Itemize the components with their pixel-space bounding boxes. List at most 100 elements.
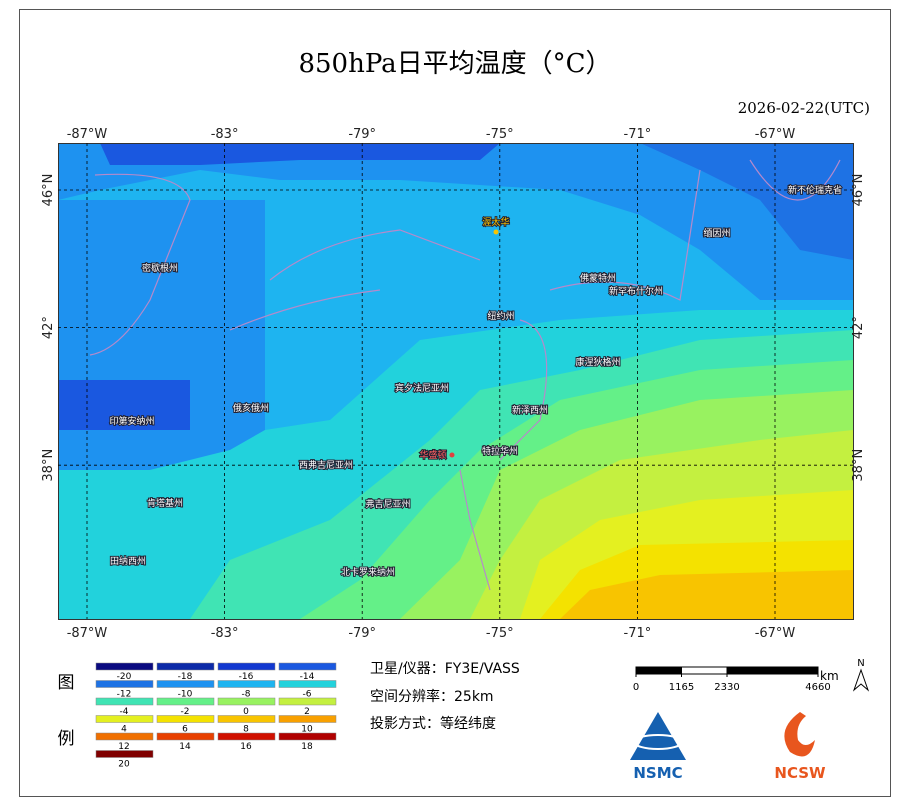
legend-swatch: [278, 680, 337, 688]
legend-swatch: [217, 662, 276, 671]
place-label: 宾夕法尼亚州: [395, 382, 449, 394]
logo-text: NSMC: [633, 764, 682, 782]
city-dot: [493, 229, 499, 235]
place-label: 印第安纳州: [109, 415, 154, 427]
legend-label: 10: [301, 725, 313, 735]
scale-segment: [635, 666, 682, 675]
lon-tick-label: -67°W: [755, 127, 796, 142]
place-label: 特拉华州: [482, 445, 518, 457]
places: 渥太华 密歇根州 缅因州 佛蒙特州 新罕布什尔州 纽约州 康涅狄格州 宾夕法尼亚…: [108, 183, 843, 579]
legend-swatch: [156, 715, 215, 723]
legend-label: 0: [243, 707, 249, 717]
title: 850hPa日平均温度（°C）: [298, 49, 611, 79]
place-label: 佛蒙特州: [580, 272, 616, 284]
place-label: 纽约州: [487, 310, 514, 322]
legend-label: -6: [303, 690, 312, 700]
place-label: 康涅狄格州: [575, 356, 620, 368]
legend-label: 18: [301, 742, 313, 752]
legend-label: -8: [242, 690, 251, 700]
legend-label: -10: [178, 690, 193, 700]
legend-swatch: [156, 680, 215, 688]
legend-swatch: [217, 732, 276, 741]
legend-swatch: [156, 732, 215, 741]
lon-tick-label: -75°: [486, 127, 514, 142]
info-text: 空间分辨率：25km: [370, 688, 494, 705]
legend-title: 图: [58, 673, 75, 693]
place-label: 西弗吉尼亚州: [299, 459, 353, 471]
lat-tick-label: 46°N: [41, 174, 56, 207]
legend-swatch: [217, 680, 276, 688]
place-label: 新不伦瑞克省: [788, 184, 842, 196]
legend-swatch: [217, 715, 276, 723]
temperature-field: [58, 143, 853, 619]
lon-tick-label: -67°W: [755, 626, 796, 641]
lon-tick-label: -75°: [486, 626, 514, 641]
legend-title: 例: [58, 729, 75, 749]
lon-tick-label: -87°W: [67, 127, 108, 142]
legend-label: -12: [117, 690, 132, 700]
legend-label: -14: [300, 672, 315, 682]
place-label: 俄亥俄州: [233, 402, 269, 414]
lat-tick-label: 42°: [41, 316, 56, 339]
scale-segment: [681, 666, 728, 675]
north-arrow: [852, 668, 870, 692]
info-text: 卫星/仪器：FY3E/VASS: [370, 661, 520, 677]
logo-text: NCSW: [774, 764, 826, 782]
lon-tick-label: -71°: [624, 127, 652, 142]
place-label: 缅因州: [703, 227, 730, 239]
legend-label: 6: [182, 725, 188, 735]
lat-tick-label: 42°: [851, 316, 866, 339]
scale-unit: km: [820, 669, 839, 683]
lon-tick-label: -79°: [348, 127, 376, 142]
legend-swatch: [156, 662, 215, 671]
legend-swatch: [278, 715, 337, 723]
legend-label: -2: [181, 707, 190, 717]
place-label: 田纳西州: [110, 555, 146, 567]
legend-label: 16: [240, 742, 252, 752]
map-border: [58, 143, 854, 620]
legend-swatch: [156, 697, 215, 706]
lat-tick-label: 38°N: [41, 449, 56, 482]
city-dot: [449, 452, 455, 458]
scale-label: 4660: [805, 682, 830, 693]
legend-swatch: [95, 680, 154, 688]
legend-swatch: [278, 732, 337, 741]
place-label: 华盛顿: [419, 449, 446, 461]
scale-label: 2330: [714, 682, 739, 693]
lon-tick-label: -79°: [348, 626, 376, 641]
legend-label: 8: [243, 725, 249, 735]
ncsw-logo: [784, 712, 815, 757]
date: 2026-02-22(UTC): [738, 99, 870, 117]
scale-label: 0: [633, 682, 639, 693]
lon-tick-label: -71°: [624, 626, 652, 641]
legend-swatch: [278, 697, 337, 706]
place-label: 渥太华: [482, 216, 509, 228]
legend-label: -20: [117, 672, 132, 682]
legend-swatch: [95, 750, 154, 758]
legend-swatch: [95, 697, 154, 706]
lat-tick-label: 46°N: [851, 174, 866, 207]
nsmc-orbit: [633, 734, 683, 750]
place-label: 弗吉尼亚州: [365, 498, 410, 510]
legend-label: 12: [118, 742, 129, 752]
lat-tick-label: 38°N: [851, 449, 866, 482]
place-label: 新罕布什尔州: [609, 285, 663, 297]
north-label: N: [857, 658, 864, 669]
legend-swatch: [95, 732, 154, 741]
info-text: 投影方式：等经纬度: [370, 715, 496, 732]
lon-tick-label: -87°W: [67, 626, 108, 641]
lon-tick-label: -83°: [211, 127, 239, 142]
legend-label: -16: [239, 672, 254, 682]
place-label: 新泽西州: [512, 404, 548, 416]
legend-label: 20: [118, 760, 130, 770]
legend-label: -4: [120, 707, 129, 717]
scale-label: 1165: [669, 682, 694, 693]
legend-label: 4: [121, 725, 127, 735]
legend-swatch: [217, 697, 276, 706]
place-label: 北卡罗来纳州: [341, 566, 395, 578]
legend-label: 14: [179, 742, 191, 752]
legend-swatch: [95, 662, 154, 671]
scale-segment: [726, 666, 819, 675]
legend-label: 2: [304, 707, 310, 717]
